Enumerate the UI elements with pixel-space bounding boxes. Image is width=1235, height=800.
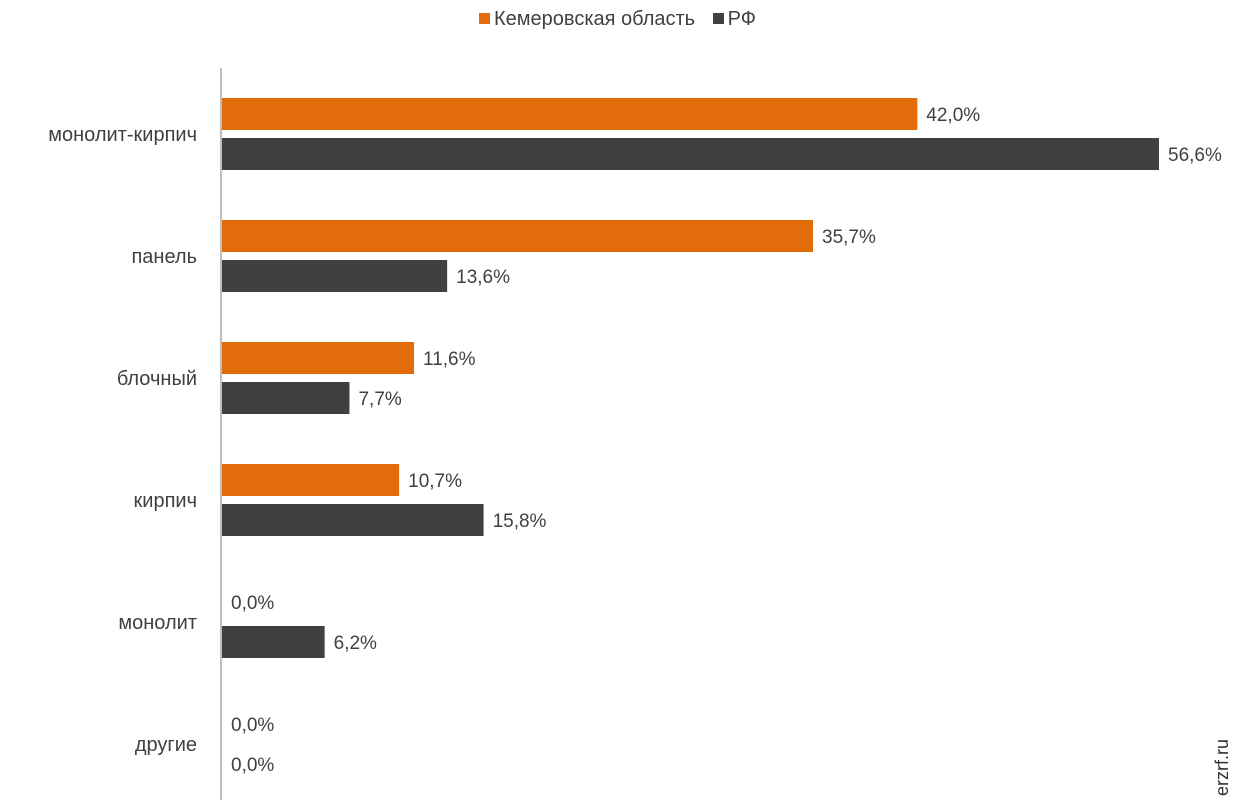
category-label-1: панель (131, 246, 197, 268)
chart-legend: Кемеровская область РФ (0, 8, 1235, 31)
category-label-2: блочный (117, 368, 197, 390)
bar-kemerovo-cat-1 (222, 220, 814, 252)
legend-swatch-rf (712, 13, 724, 24)
category-label-4: монолит (118, 612, 197, 634)
bar-rf-cat-4 (222, 626, 325, 658)
legend-label-kemerovo: Кемеровская область (494, 8, 696, 30)
data-label-rf-cat-5: 0,0% (231, 755, 274, 776)
data-label-rf-cat-3: 15,8% (493, 511, 547, 532)
data-label-rf-cat-4: 6,2% (334, 633, 377, 654)
legend-item-rf: РФ (712, 8, 756, 31)
category-label-3: кирпич (134, 490, 197, 512)
category-label-0: монолит-кирпич (48, 124, 197, 146)
legend-swatch-kemerovo (479, 13, 491, 24)
data-label-kemerovo-cat-3: 10,7% (408, 471, 462, 492)
watermark: erzrf.ru (1212, 738, 1232, 796)
data-label-kemerovo-cat-5: 0,0% (231, 715, 274, 736)
bar-rf-cat-2 (222, 382, 350, 414)
legend-item-kemerovo: Кемеровская область (479, 8, 695, 31)
data-label-rf-cat-2: 7,7% (358, 389, 401, 410)
data-label-rf-cat-1: 13,6% (456, 267, 510, 288)
category-label-5: другие (135, 734, 197, 756)
bar-rf-cat-0 (222, 138, 1159, 170)
data-label-rf-cat-0: 56,6% (1168, 145, 1222, 166)
legend-label-rf: РФ (727, 8, 756, 30)
bar-kemerovo-cat-3 (222, 464, 400, 496)
bar-kemerovo-cat-2 (222, 342, 415, 374)
data-label-kemerovo-cat-1: 35,7% (822, 227, 876, 248)
bar-rf-cat-3 (222, 504, 484, 536)
data-label-kemerovo-cat-0: 42,0% (926, 105, 980, 126)
data-label-kemerovo-cat-2: 11,6% (423, 349, 476, 370)
bar-kemerovo-cat-0 (222, 98, 918, 130)
data-label-kemerovo-cat-4: 0,0% (231, 593, 274, 614)
bar-rf-cat-1 (222, 260, 448, 292)
